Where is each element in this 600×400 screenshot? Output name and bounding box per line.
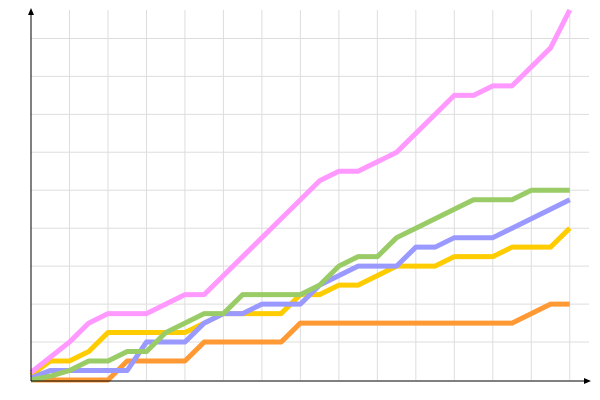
axes bbox=[28, 8, 591, 384]
grid bbox=[31, 10, 589, 380]
series-line bbox=[30, 197, 571, 381]
x-axis-arrow bbox=[584, 378, 591, 384]
series-line bbox=[31, 301, 570, 383]
lines bbox=[29, 8, 572, 383]
series-line bbox=[29, 8, 572, 375]
y-axis-arrow bbox=[28, 8, 34, 15]
series-line bbox=[30, 187, 570, 383]
